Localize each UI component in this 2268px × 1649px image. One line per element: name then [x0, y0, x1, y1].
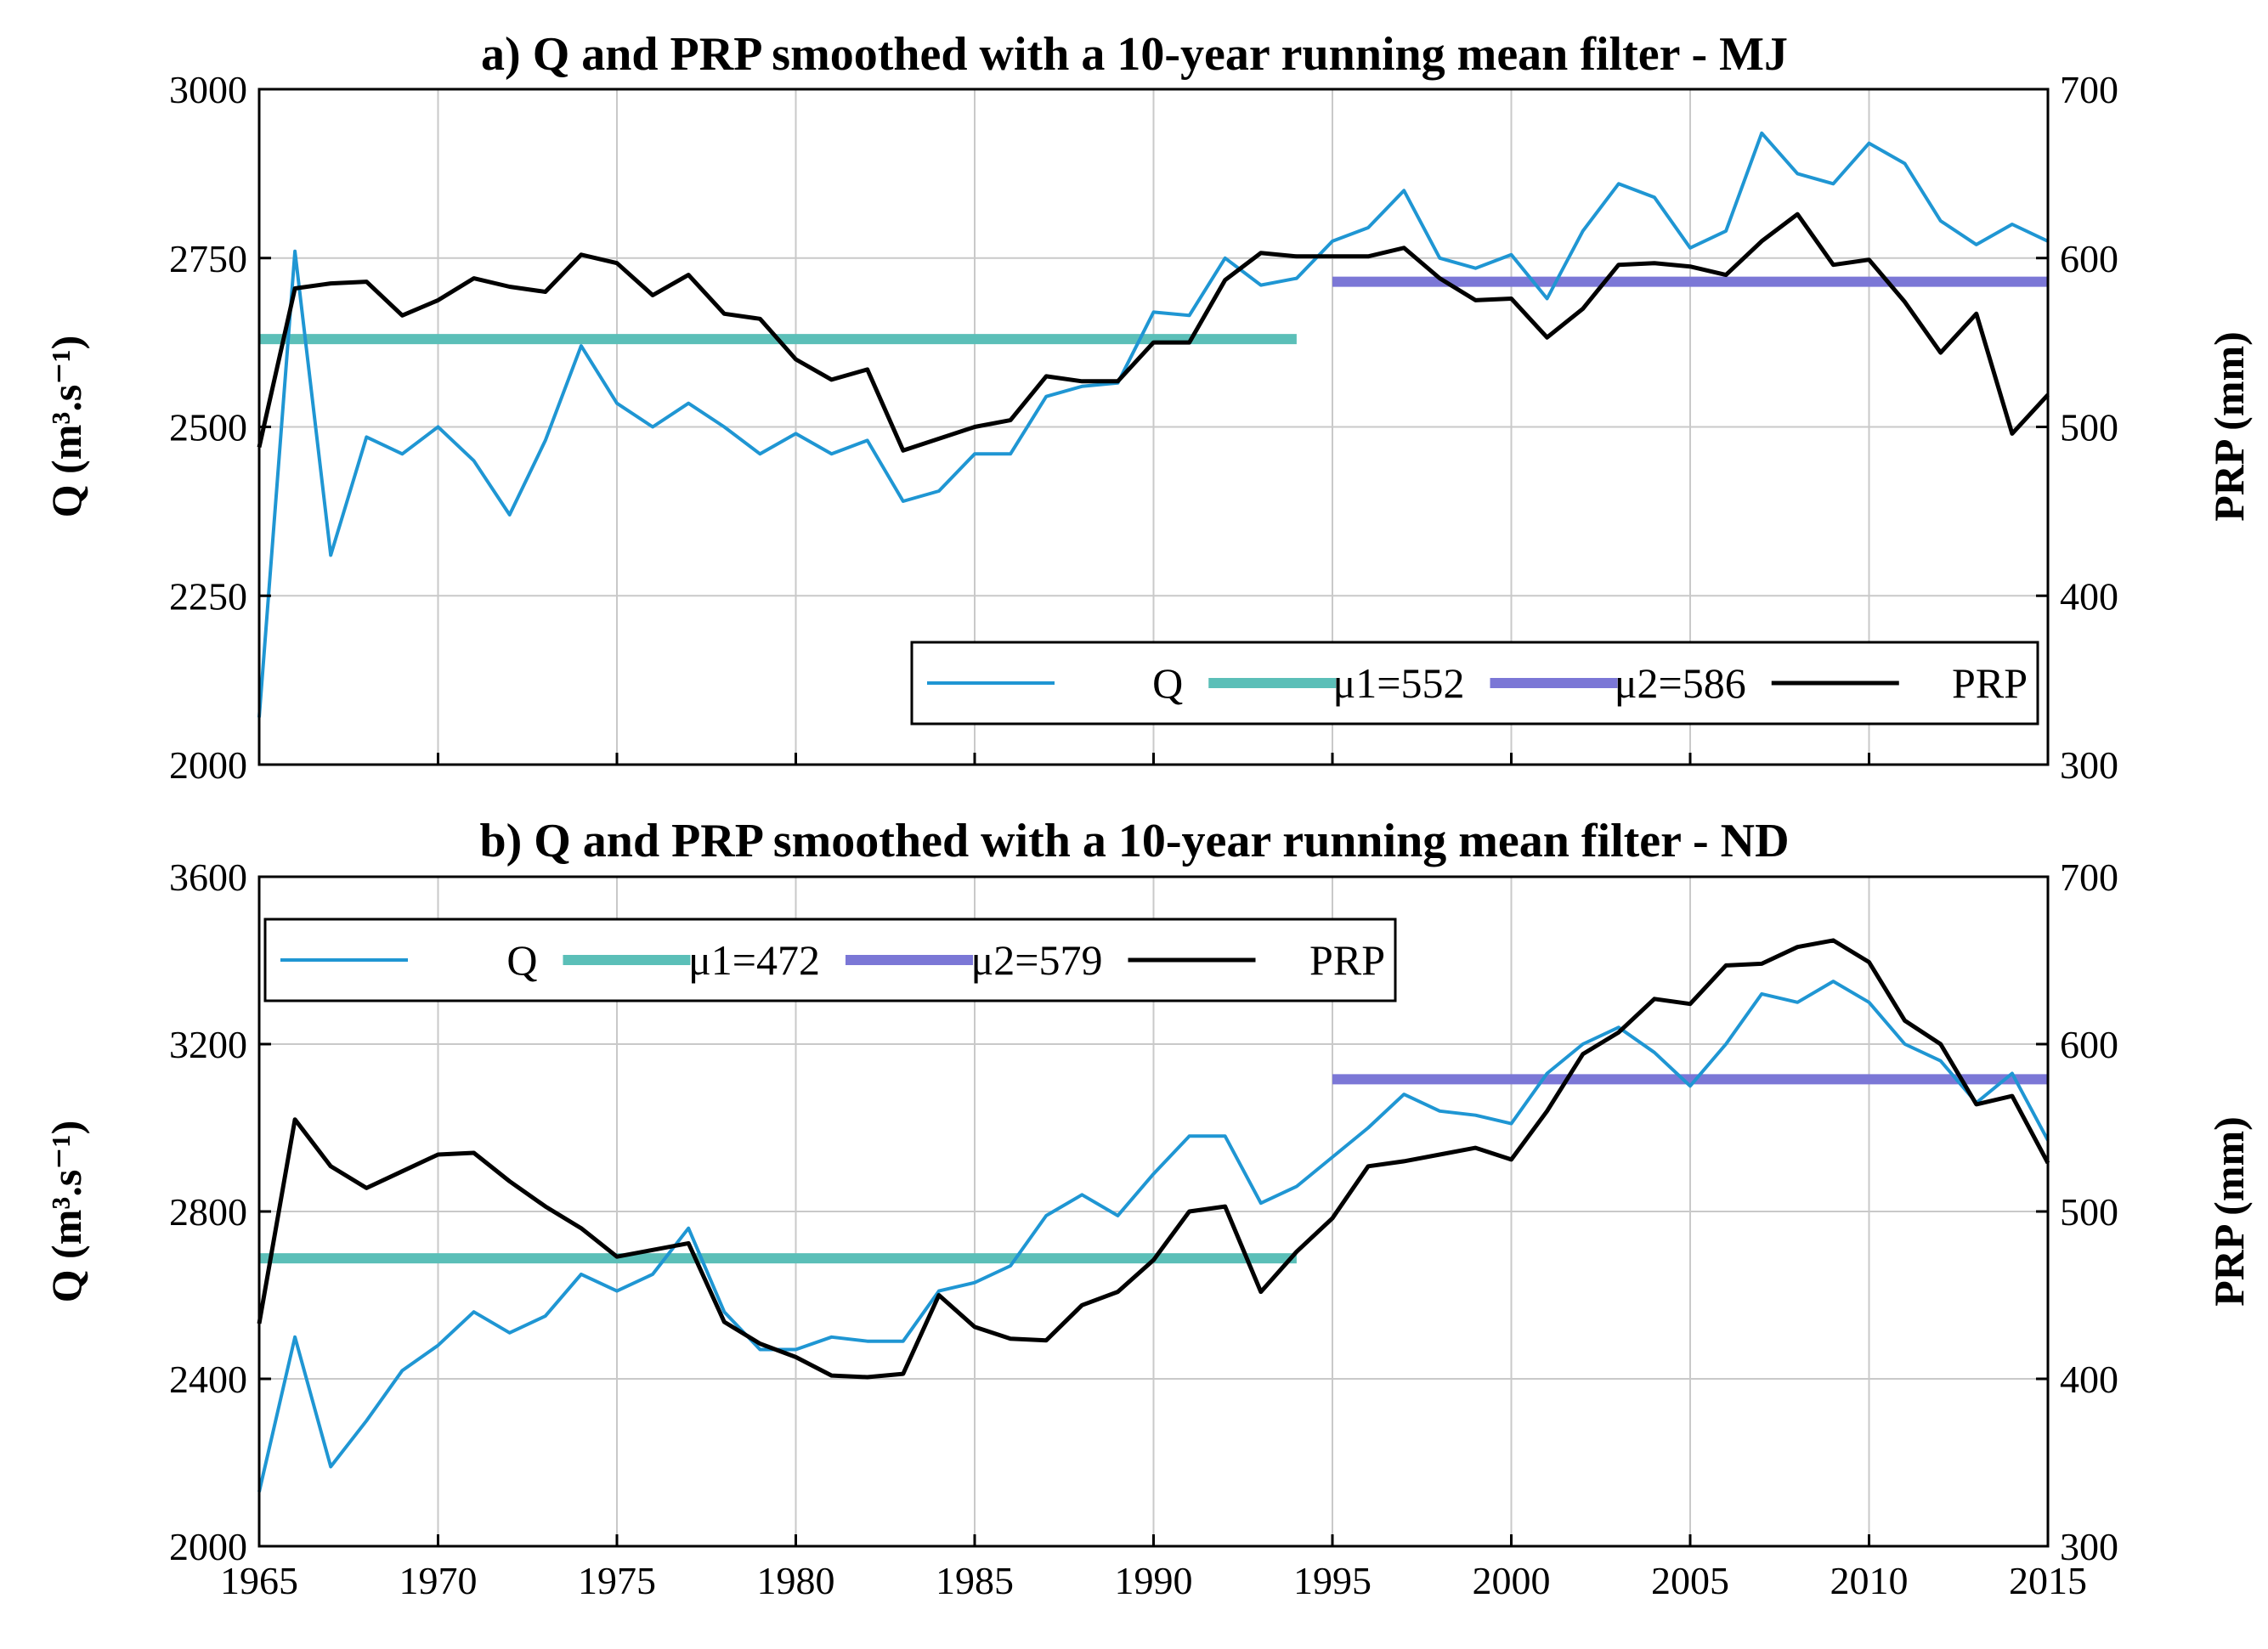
- panel-a-ytick-right-label: 700: [2060, 68, 2118, 111]
- panel-b-left-ylabel: Q (m³.s⁻¹): [42, 1121, 90, 1303]
- panel-b-legend-label-q: Q: [506, 936, 537, 984]
- panel-b-legend-label-mu1: μ1=472: [688, 936, 820, 984]
- panel-a-series-q-line: [257, 131, 2049, 718]
- panel-a-ytick-right-label: 600: [2060, 237, 2118, 280]
- panel-a-series-prp-line: [257, 212, 2050, 453]
- panel-a-right-ylabel: PRP (mm): [2205, 331, 2253, 522]
- panel-b-xtick-label: 2010: [1830, 1559, 1909, 1602]
- panel-a-title: a) Q and PRP smoothed with a 10-year run…: [481, 28, 1788, 81]
- panel-b-ytick-right-label: 500: [2060, 1190, 2118, 1234]
- panel-b-title: b) Q and PRP smoothed with a 10-year run…: [479, 815, 1789, 867]
- panel-a: a) Q and PRP smoothed with a 10-year run…: [42, 28, 2253, 787]
- panel-a-ytick-right-label: 300: [2060, 743, 2118, 787]
- panel-a-ytick-left-label: 2000: [169, 743, 247, 787]
- panel-a-legend-label-mu1: μ1=552: [1332, 659, 1464, 707]
- panel-b-legend-label-prp: PRP: [1309, 936, 1385, 984]
- panel-b-ytick-left-label: 2400: [169, 1358, 247, 1401]
- panel-b-ytick-left-label: 3600: [169, 856, 247, 899]
- panel-b-ytick-right-label: 400: [2060, 1358, 2118, 1401]
- panel-a-ytick-right-label: 400: [2060, 574, 2118, 618]
- panel-b-xtick-label: 2015: [2009, 1559, 2087, 1602]
- panel-b-ytick-right-label: 600: [2060, 1023, 2118, 1066]
- panel-b-mean-lines: [259, 1074, 2048, 1264]
- panel-b-legend-label-mu2: μ2=579: [970, 936, 1102, 984]
- panel-b-xtick-label: 1995: [1293, 1559, 1372, 1602]
- panel-a-ytick-right-label: 500: [2060, 406, 2118, 449]
- panel-b-xtick-label: 1965: [220, 1559, 298, 1602]
- panel-a-ytick-left-label: 2750: [169, 237, 247, 280]
- panel-b-xtick-label: 1985: [936, 1559, 1014, 1602]
- panel-b-xtick-label: 2000: [1473, 1559, 1551, 1602]
- panel-b: b) Q and PRP smoothed with a 10-year run…: [42, 815, 2253, 1602]
- panel-a-series: [257, 131, 2050, 718]
- panel-a-legend-label-mu2: μ2=586: [1615, 659, 1746, 707]
- panel-b-xtick-label: 1990: [1115, 1559, 1193, 1602]
- panel-b-xtick-label: 2005: [1651, 1559, 1729, 1602]
- panel-b-ticks: 1965 1970 1975 1980 1985 1990 1995 2000 2005 2010…: [169, 856, 2118, 1602]
- panel-b-xtick-label: 1970: [399, 1559, 478, 1602]
- panel-a-legend-label-prp: PRP: [1952, 659, 2028, 707]
- panel-b-series-q-line: [257, 980, 2050, 1493]
- panel-b-xtick-label: 1980: [757, 1559, 835, 1602]
- panel-b-ytick-left-label: 3200: [169, 1023, 247, 1066]
- panel-a-ytick-left-label: 2250: [169, 574, 247, 618]
- panel-b-ytick-right-label: 700: [2060, 856, 2118, 899]
- panel-a-ytick-left-label: 3000: [169, 68, 247, 111]
- panel-a-legend-label-q: Q: [1152, 659, 1183, 707]
- panel-b-ytick-left-label: 2800: [169, 1190, 247, 1234]
- panel-b-series-prp-line: [257, 938, 2050, 1380]
- panel-a-ytick-left-label: 2500: [169, 406, 247, 449]
- panel-b-ytick-left-label: 2000: [169, 1525, 247, 1568]
- panel-b-series: [257, 938, 2050, 1493]
- panel-b-right-ylabel: PRP (mm): [2205, 1116, 2253, 1307]
- panel-a-ticks: 2000 2250 2500 2750 3000 300 400 500 600 700: [169, 68, 2118, 787]
- panel-a-left-ylabel: Q (m³.s⁻¹): [42, 336, 90, 518]
- panel-b-xtick-label: 1975: [578, 1559, 656, 1602]
- panel-b-ytick-right-label: 300: [2060, 1525, 2118, 1568]
